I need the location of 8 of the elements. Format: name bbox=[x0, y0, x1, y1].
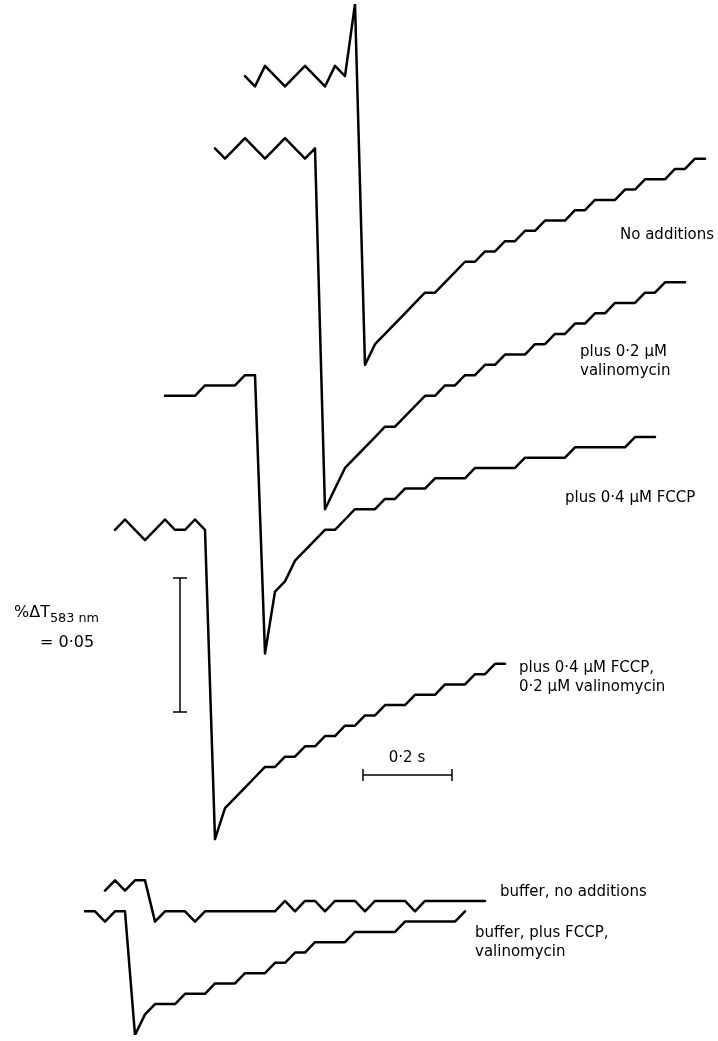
series-label: plus 0·4 μM FCCP, 0·2 μM valinomycin bbox=[519, 657, 666, 695]
series-label: No additions bbox=[620, 224, 715, 243]
series-label: buffer, no additions bbox=[500, 881, 647, 900]
series-label: buffer, plus FCCP, valinomycin bbox=[475, 923, 609, 961]
annotation: %ΔT$_{583 nm}$ = 0·05 bbox=[14, 602, 99, 651]
text: plus 0·4 μM FCCP bbox=[565, 488, 696, 507]
series-label: plus 0·2 μM valinomycin bbox=[580, 342, 671, 380]
annotation: 0·2 s bbox=[388, 748, 426, 766]
